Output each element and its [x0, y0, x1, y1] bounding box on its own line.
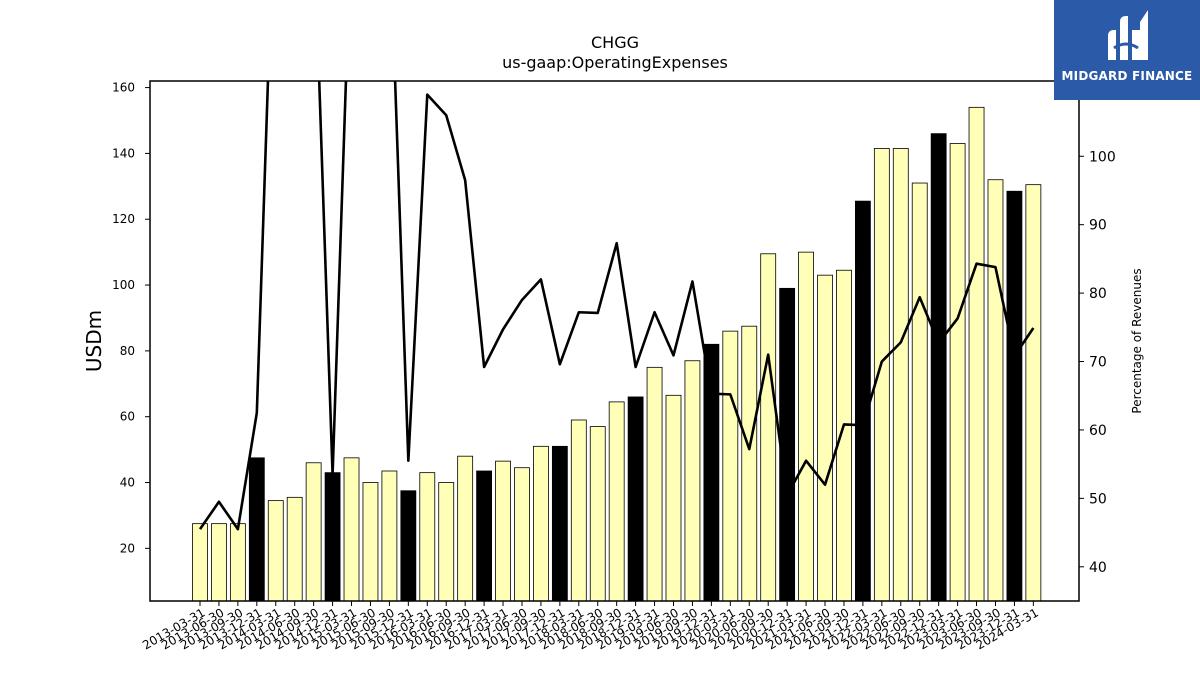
bar-2023-06-30 [968, 106, 985, 602]
bar-2023-12-31 [1006, 190, 1023, 602]
bar-2015-12-31 [400, 490, 417, 602]
y-tick-label: 100 [112, 278, 135, 292]
bar-2020-12-31 [779, 287, 796, 602]
bar-2023-03-31 [949, 143, 966, 602]
bar-series [192, 106, 1042, 602]
bar-2013-12-31 [248, 457, 265, 602]
bar-2014-06-30 [286, 496, 303, 602]
y2-tick-label: 70 [1089, 355, 1107, 371]
y-axis-label: USDm [82, 310, 106, 372]
bar-2019-06-30 [665, 394, 682, 602]
bar-2020-09-30 [760, 253, 777, 602]
bar-2022-12-31 [930, 133, 947, 602]
bar-2016-06-30 [438, 482, 455, 602]
bar-2014-03-31 [267, 500, 284, 602]
y2-tick-label: 50 [1089, 491, 1107, 507]
y2-tick-label: 40 [1089, 560, 1107, 576]
y-tick-label: 60 [120, 410, 135, 424]
bar-2015-06-30 [362, 482, 379, 602]
bar-2013-06-30 [211, 523, 227, 602]
chart-title: CHGG [591, 33, 639, 52]
x-axis: 2013-03-312013-06-302013-09-302013-12-31… [140, 601, 1041, 652]
bar-2019-03-31 [646, 366, 663, 602]
bar-2018-09-30 [608, 401, 625, 602]
bar-2021-09-30 [836, 269, 852, 602]
bar-2021-12-31 [855, 200, 871, 602]
y-tick-label: 40 [120, 476, 135, 490]
y-tick-label: 160 [112, 81, 135, 95]
midgard-logo-icon [1108, 10, 1148, 60]
bar-2013-03-31 [192, 523, 208, 602]
y2-axis-label: Percentage of Revenues [1130, 268, 1144, 413]
bar-2019-12-31 [703, 343, 720, 602]
bar-2016-09-30 [457, 455, 474, 602]
right-axis: 40 50 60 70 80 90 100 [1079, 149, 1116, 576]
midgard-finance-logo: MIDGARD FINANCE [1054, 0, 1200, 100]
chart-subtitle: us-gaap:OperatingExpenses [502, 53, 728, 72]
bar-2016-12-31 [476, 470, 493, 602]
y-tick-label: 80 [120, 344, 135, 358]
plot-frame [149, 80, 1080, 602]
bar-2023-09-30 [987, 179, 1004, 602]
bar-2018-06-30 [589, 426, 606, 602]
bar-2021-06-30 [817, 274, 833, 602]
line-series-group [198, 81, 1035, 531]
bar-2017-06-30 [514, 467, 530, 602]
bar-2022-09-30 [911, 182, 928, 602]
bar-2015-09-30 [381, 470, 398, 602]
bar-2016-03-31 [419, 472, 436, 602]
bar-2015-03-31 [343, 457, 360, 602]
bar-2022-06-30 [892, 148, 909, 602]
y-tick-label: 120 [112, 212, 135, 226]
bar-2018-03-31 [570, 419, 587, 602]
bar-2021-03-31 [798, 251, 814, 602]
left-axis: 20 40 60 80 100 120 140 160 [112, 81, 150, 555]
bar-2020-06-30 [741, 325, 758, 602]
bar-2018-12-31 [627, 396, 644, 602]
y2-tick-label: 80 [1089, 286, 1107, 302]
bar-2019-09-30 [684, 360, 701, 602]
bar-2020-03-31 [722, 330, 739, 602]
y-tick-label: 20 [120, 541, 135, 555]
bar-2017-09-30 [533, 445, 549, 602]
y-tick-label: 140 [112, 146, 135, 160]
bar-2013-09-30 [229, 523, 246, 602]
bar-2014-09-30 [305, 462, 322, 602]
y2-tick-label: 60 [1089, 423, 1107, 439]
bar-2014-12-31 [324, 472, 341, 602]
y2-tick-label: 100 [1089, 149, 1116, 165]
y2-tick-label: 90 [1089, 218, 1107, 234]
logo-text: MIDGARD FINANCE [1061, 69, 1193, 83]
bar-2024-03-31 [1025, 184, 1042, 602]
percentage-line [198, 81, 1035, 531]
bar-2017-03-31 [495, 460, 511, 602]
bar-2017-12-31 [551, 445, 568, 602]
